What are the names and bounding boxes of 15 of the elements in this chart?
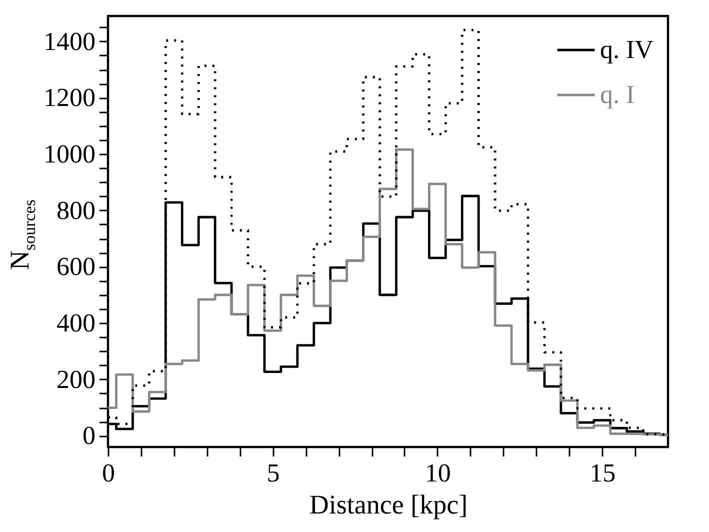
legend-label: q. IV [600, 35, 654, 64]
x-tick-label: 0 [102, 458, 115, 488]
y-tick-label: 800 [56, 196, 96, 225]
x-tick-label: 10 [424, 458, 451, 488]
x-tick-label: 5 [266, 458, 280, 488]
y-tick-label: 1200 [44, 83, 96, 112]
x-axis-title: Distance [kpc] [309, 490, 468, 520]
legend-label: q. I [600, 80, 635, 109]
y-tick-label: 600 [56, 252, 96, 282]
y-tick-label: 1000 [44, 140, 96, 169]
y-tick-label: 1400 [44, 26, 96, 56]
y-tick-label: 400 [56, 308, 96, 338]
y-tick-label: 0 [82, 421, 96, 450]
y-tick-label: 200 [56, 364, 96, 394]
x-tick-label: 15 [590, 458, 616, 488]
